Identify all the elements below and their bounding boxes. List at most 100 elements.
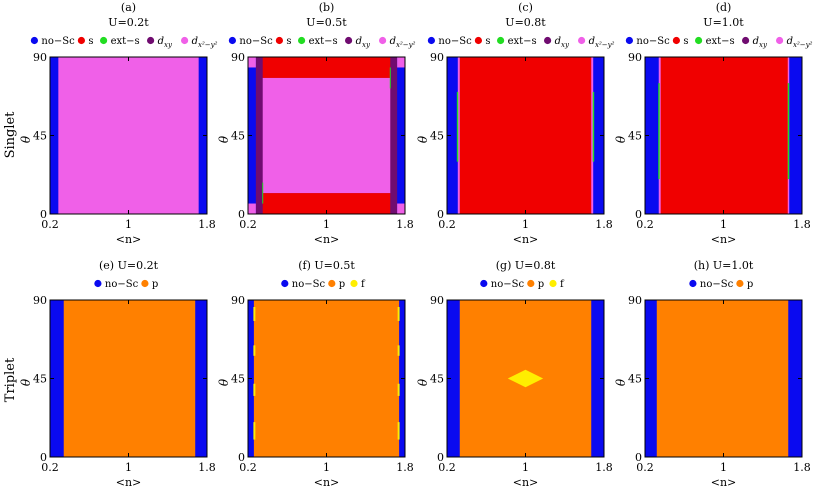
- dx2y2-region: [58, 57, 199, 214]
- y-tick-label: 90: [231, 294, 245, 307]
- legend: no−Sc p: [689, 279, 753, 290]
- x-tick-label: 1: [720, 218, 727, 231]
- x-axis-label: <n>: [513, 233, 539, 246]
- legend: no−Sc p f: [480, 279, 565, 290]
- legend-label-ext-s: ext−s: [508, 36, 537, 47]
- y-axis-label: θ: [614, 135, 628, 143]
- legend-marker-f: [350, 279, 358, 288]
- legend-label-s: s: [88, 36, 93, 47]
- panel-title: (h) U=1.0t: [694, 259, 754, 272]
- legend-marker-no-Sc: [625, 36, 634, 45]
- legend: no−Sc s ext−s dxy dx²−y²: [228, 36, 416, 49]
- legend-marker-no-Sc: [281, 279, 289, 288]
- legend-marker-dx2y2: [776, 36, 784, 45]
- legend-label-dx2y2: dx²−y²: [390, 36, 416, 49]
- panel-d: 0.2 1 1.8 0 45 90 <n> θ (d) U=1.0t no−Sc s ext−s dxy d…: [614, 1, 813, 246]
- legend-label-no-Sc: no−Sc: [292, 279, 326, 290]
- f-speck: [253, 345, 256, 356]
- legend-label-dx2y2: dx²−y²: [787, 36, 813, 49]
- p-region: [63, 300, 196, 457]
- legend-label-ext-s: ext−s: [309, 36, 338, 47]
- y-tick-label: 45: [231, 130, 245, 143]
- legend-marker-s: [77, 36, 85, 45]
- y-tick-label: 45: [628, 373, 642, 386]
- legend-marker-p: [527, 279, 535, 288]
- legend-marker-s: [672, 36, 681, 45]
- legend: no−Sc p: [94, 279, 158, 290]
- f-speck: [253, 306, 256, 321]
- p-region: [253, 300, 400, 457]
- x-tick-label: 1: [720, 461, 727, 474]
- panel-label: (b): [319, 1, 335, 14]
- legend-marker-dx2y2: [578, 36, 586, 45]
- legend-label-ext-s: ext−s: [706, 36, 735, 47]
- y-tick-label: 90: [628, 51, 642, 64]
- x-tick-label: 0.2: [41, 218, 59, 231]
- legend-label-dxy: dxy: [158, 36, 173, 49]
- y-tick-label: 45: [231, 373, 245, 386]
- row-label-singlet: Singlet: [3, 111, 18, 159]
- dx2y2-region: [262, 77, 391, 194]
- y-tick-label: 0: [635, 208, 642, 221]
- y-tick-label: 45: [33, 373, 47, 386]
- legend-label-p: p: [339, 279, 345, 290]
- y-tick-label: 0: [40, 451, 47, 464]
- f-diamond: [507, 369, 544, 388]
- y-tick-label: 0: [238, 451, 245, 464]
- panel-label: (a): [121, 1, 136, 14]
- legend-marker-ext-s: [695, 36, 703, 45]
- panel-c: 0.2 1 1.8 0 45 90 <n> θ (c) U=0.8t no−Sc s ext−s dxy d…: [416, 1, 615, 246]
- legend-marker-dx2y2: [181, 36, 189, 45]
- legend-label-no-Sc: no−Sc: [700, 279, 734, 290]
- legend-marker-no-Sc: [228, 36, 236, 45]
- s-region: [459, 57, 592, 214]
- f-speck: [397, 345, 400, 356]
- legend-label-no-Sc: no−Sc: [41, 36, 75, 47]
- y-axis-label: θ: [19, 378, 33, 386]
- legend-marker-f: [549, 279, 557, 288]
- panel-title: U=1.0t: [703, 16, 744, 29]
- x-tick-label: 1.8: [595, 218, 613, 231]
- f-speck: [253, 422, 256, 440]
- ext-s-mark: [658, 83, 660, 180]
- legend-label-dx2y2: dx²−y²: [589, 36, 615, 49]
- legend-marker-no-Sc: [94, 279, 102, 288]
- panel-label: (c): [518, 1, 533, 14]
- ext-s-mark: [592, 91, 595, 162]
- ext-s-mark: [787, 83, 790, 180]
- legend-label-no-Sc: no−Sc: [491, 279, 525, 290]
- ext-s-mark: [262, 182, 264, 204]
- y-tick-label: 45: [33, 130, 47, 143]
- x-axis-label: <n>: [711, 233, 737, 246]
- legend-label-s: s: [485, 36, 490, 47]
- f-speck: [253, 383, 256, 396]
- x-tick-label: 1: [522, 218, 529, 231]
- y-tick-label: 0: [437, 451, 444, 464]
- y-axis-label: θ: [416, 135, 430, 143]
- legend-label-f: f: [361, 279, 366, 290]
- y-tick-label: 0: [437, 208, 444, 221]
- legend-marker-ext-s: [298, 36, 306, 45]
- legend-label-dxy: dxy: [356, 36, 371, 49]
- legend-label-no-Sc: no−Sc: [438, 36, 472, 47]
- legend-marker-dxy: [345, 36, 353, 45]
- f-speck: [397, 422, 400, 440]
- s-region: [660, 57, 788, 214]
- ext-s-mark: [389, 67, 391, 89]
- legend: no−Sc s ext−s dxy dx²−y²: [625, 36, 813, 49]
- x-axis-label: <n>: [513, 476, 539, 489]
- dx2y2-corner-tr: [397, 57, 405, 68]
- x-tick-label: 1.8: [396, 218, 414, 231]
- y-axis-label: θ: [19, 135, 33, 143]
- y-tick-label: 90: [33, 51, 47, 64]
- x-axis-label: <n>: [711, 476, 737, 489]
- x-tick-label: 1.8: [396, 461, 414, 474]
- y-tick-label: 0: [40, 208, 47, 221]
- legend-marker-p: [736, 279, 744, 288]
- x-tick-label: 0.2: [41, 461, 59, 474]
- legend-label-s: s: [683, 36, 688, 47]
- legend-marker-p: [328, 279, 336, 288]
- legend: no−Sc s ext−s dxy dx²−y²: [427, 36, 615, 49]
- panel-title: U=0.5t: [306, 16, 347, 29]
- legend: no−Sc s ext−s dxy dx²−y²: [30, 36, 218, 49]
